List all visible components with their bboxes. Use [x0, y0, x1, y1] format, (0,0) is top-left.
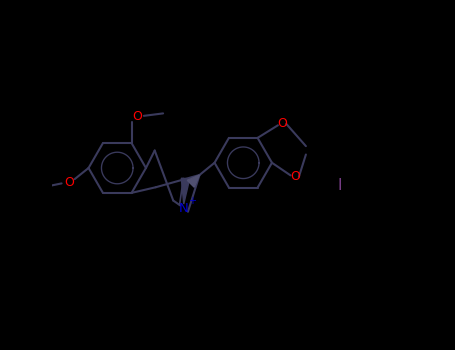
Text: N: N [179, 202, 189, 215]
Text: O: O [132, 110, 142, 124]
Text: O: O [64, 175, 74, 189]
Polygon shape [181, 178, 190, 204]
Text: O: O [290, 170, 300, 183]
Text: I: I [337, 178, 342, 193]
Polygon shape [187, 175, 199, 187]
Text: O: O [277, 117, 287, 131]
Text: +: + [188, 196, 197, 205]
